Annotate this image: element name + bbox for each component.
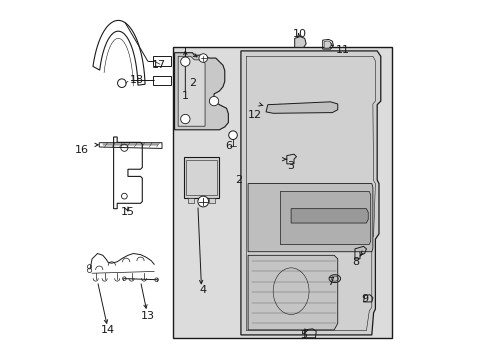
- Polygon shape: [265, 102, 337, 113]
- Circle shape: [180, 114, 190, 124]
- Text: 1: 1: [182, 91, 188, 101]
- Circle shape: [122, 277, 126, 280]
- Text: 13: 13: [141, 311, 154, 320]
- Text: 15: 15: [121, 207, 135, 217]
- Polygon shape: [290, 209, 367, 223]
- Polygon shape: [241, 51, 380, 335]
- Polygon shape: [174, 53, 228, 130]
- Text: 4: 4: [199, 285, 206, 296]
- Text: 2: 2: [235, 175, 242, 185]
- Text: 5: 5: [300, 330, 306, 340]
- Polygon shape: [280, 192, 370, 244]
- Bar: [198, 198, 204, 203]
- Text: 17: 17: [151, 60, 165, 70]
- Text: 7: 7: [326, 277, 333, 287]
- Text: 3: 3: [287, 161, 294, 171]
- Text: 8: 8: [351, 257, 359, 267]
- Text: 12: 12: [248, 111, 262, 121]
- Circle shape: [180, 57, 190, 66]
- Circle shape: [198, 196, 208, 207]
- Polygon shape: [247, 184, 372, 252]
- Polygon shape: [247, 255, 337, 330]
- Bar: [186, 159, 216, 195]
- Text: 9: 9: [360, 294, 367, 304]
- Text: 16: 16: [74, 145, 88, 155]
- Bar: [187, 198, 193, 203]
- Bar: [183, 157, 219, 198]
- Bar: [209, 198, 215, 203]
- Text: 6: 6: [224, 141, 231, 151]
- Text: 2: 2: [188, 78, 196, 88]
- Circle shape: [155, 278, 158, 282]
- Circle shape: [209, 96, 218, 106]
- Text: 18: 18: [130, 75, 143, 85]
- Polygon shape: [294, 37, 305, 47]
- Polygon shape: [178, 56, 204, 126]
- Text: 11: 11: [335, 45, 349, 55]
- Polygon shape: [172, 47, 391, 338]
- Text: 10: 10: [292, 29, 306, 39]
- Polygon shape: [324, 41, 330, 48]
- Text: 14: 14: [100, 325, 114, 335]
- Circle shape: [228, 131, 237, 139]
- Circle shape: [199, 54, 207, 62]
